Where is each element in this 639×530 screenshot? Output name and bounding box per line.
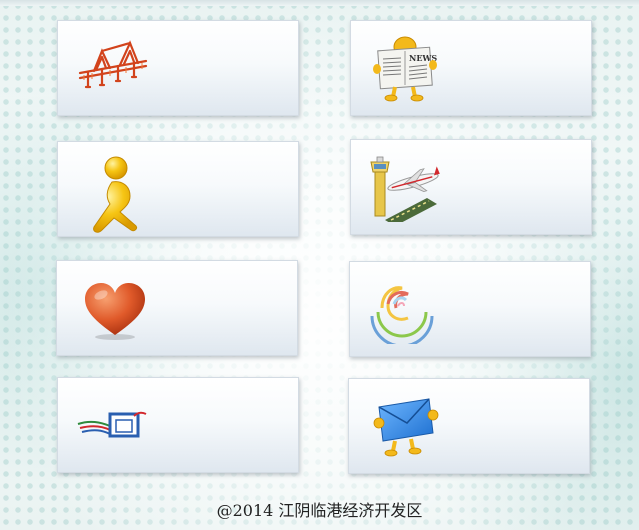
tile-swirl-logo[interactable] [349,261,591,357]
tile-running-figure[interactable] [57,141,299,237]
copyright-footer: @2014 江阴临港经济开发区 [216,501,423,520]
swirl-logo-icon [368,276,440,344]
tile-bridge[interactable] [57,20,299,116]
heart-icon [75,275,147,343]
tile-envelope[interactable] [348,378,590,474]
tile-screen-logo[interactable] [57,377,299,473]
airport-icon [369,154,441,222]
running-figure-icon [76,156,148,233]
bridge-icon [76,35,148,103]
tile-newspaper[interactable]: NEWS [350,20,592,116]
newspaper-icon: NEWS [369,35,441,103]
top-strip [0,0,639,6]
svg-text:NEWS: NEWS [409,53,437,63]
screen-logo-icon [76,392,148,460]
tile-heart[interactable] [56,260,298,356]
envelope-icon [367,393,439,461]
tile-airport[interactable] [350,139,592,235]
